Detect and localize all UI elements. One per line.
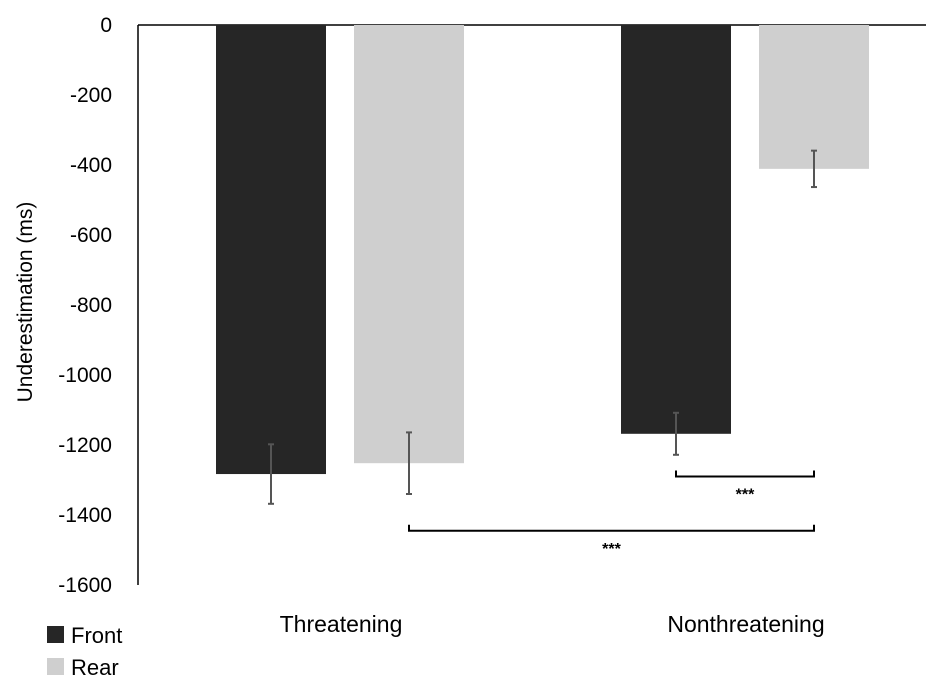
significance-bracket-1: *** [675,470,815,504]
legend-label-rear: Rear [71,655,119,679]
error-bar-front-threatening [268,443,274,505]
error-bar-rear-nonthreatening [811,149,817,189]
bar-rear-threatening [354,25,464,464]
legend: Front Rear [47,623,122,679]
category-label-threatening: Threatening [280,611,403,637]
legend-swatch-front [47,626,64,643]
bar-front-nonthreatening [621,25,731,434]
significance-label: *** [602,541,621,558]
y-tick-label: -1000 [58,364,112,387]
bars [216,25,869,475]
y-tick-label: -1600 [58,574,112,597]
y-tick-label: -200 [70,84,112,107]
significance-brackets: *** *** [408,470,815,558]
y-tick-label: -1400 [58,504,112,527]
significance-label: *** [736,487,755,504]
error-bar-rear-threatening [406,431,412,495]
significance-bracket-2: *** [408,524,815,558]
bar-front-threatening [216,25,326,475]
y-tick-label: -1200 [58,434,112,457]
y-tick-label: -800 [70,294,112,317]
labels: 0 -200 -400 -600 -800 -1000 -1200 -1400 -1600 Und… [14,14,825,637]
legend-swatch-rear [47,658,64,675]
legend-label-front: Front [71,623,122,648]
bar-rear-nonthreatening [759,25,869,169]
y-tick-label: -600 [70,224,112,247]
y-tick-label: -400 [70,154,112,177]
bracket-line [675,470,815,478]
y-tick-label: 0 [100,14,112,37]
error-bars [268,149,817,505]
error-bar-front-nonthreatening [673,411,679,456]
bracket-line [408,524,815,532]
category-label-nonthreatening: Nonthreatening [667,611,824,637]
y-axis-title: Underestimation (ms) [14,202,37,403]
